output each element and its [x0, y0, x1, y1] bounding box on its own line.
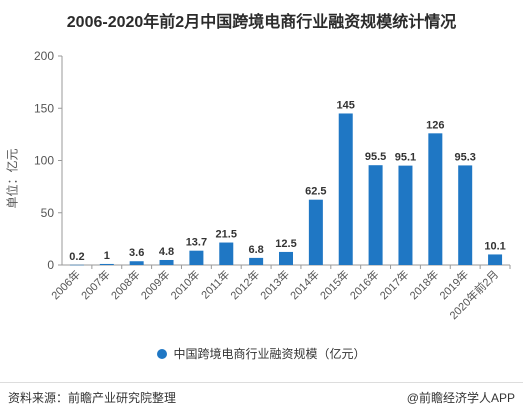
data-label: 3.6 [129, 247, 144, 259]
x-tick-label: 2012年 [227, 267, 262, 302]
x-tick-label: 2008年 [108, 267, 143, 302]
data-label: 1 [104, 250, 110, 262]
x-tick-label: 2011年 [198, 267, 232, 301]
data-label: 4.8 [159, 246, 174, 258]
bar [99, 263, 114, 265]
y-tick-label: 50 [41, 206, 55, 220]
x-tick-label: 2018年 [406, 267, 441, 302]
footer: 资料来源：前瞻产业研究院整理 @前瞻经济学人APP [0, 382, 523, 409]
x-tick-label: 2014年 [287, 267, 322, 302]
data-label: 0.2 [69, 251, 84, 263]
data-label: 21.5 [216, 229, 237, 241]
bar [129, 261, 144, 265]
data-label: 95.1 [395, 152, 416, 164]
bar [249, 257, 264, 265]
x-tick-label: 2017年 [377, 267, 412, 302]
x-tick-label: 2016年 [347, 267, 382, 302]
bar [279, 251, 293, 265]
chart-title: 2006-2020年前2月中国跨境电商行业融资规模统计情况 [66, 14, 457, 31]
x-tick-label: 2013年 [257, 267, 292, 302]
data-label: 95.5 [365, 151, 386, 163]
x-tick-label: 2015年 [317, 267, 352, 302]
x-tick-label: 2006年 [48, 267, 83, 302]
y-tick-label: 0 [47, 258, 54, 272]
data-label: 145 [337, 99, 355, 111]
bar [189, 250, 204, 265]
bar-chart: 0 50 100 150 200 0.2 2006年 1 2007年 3.6 2008年 4.8 200… [34, 49, 511, 322]
legend-label: 中国跨境电商行业融资规模（亿元） [173, 347, 366, 361]
legend-swatch [157, 349, 168, 359]
bar [308, 199, 323, 265]
data-label: 126 [426, 119, 444, 131]
bar [458, 165, 473, 265]
bar [338, 113, 353, 265]
source-note: 资料来源：前瞻产业研究院整理 [8, 391, 177, 405]
x-tick-label: 2010年 [168, 267, 203, 302]
y-tick-label: 200 [34, 49, 54, 63]
bar [159, 259, 174, 265]
brand-credit: @前瞻经济学人APP [406, 391, 515, 405]
bar [69, 264, 84, 266]
legend: 中国跨境电商行业融资规模（亿元） [0, 345, 523, 362]
data-label: 12.5 [275, 238, 296, 250]
x-tick-label: 2007年 [78, 267, 113, 302]
y-axis-label: 单位：亿元 [5, 148, 20, 209]
x-tick-label: 2009年 [138, 267, 173, 302]
data-label: 62.5 [305, 186, 326, 198]
data-label: 13.7 [186, 237, 207, 249]
bar [368, 165, 383, 265]
bar [219, 242, 234, 265]
y-tick-label: 100 [34, 154, 54, 168]
bar [428, 133, 443, 265]
y-tick-label: 150 [34, 101, 54, 115]
data-label: 10.1 [484, 240, 505, 252]
data-label: 95.3 [454, 151, 475, 163]
bar [398, 165, 413, 265]
data-label: 6.8 [248, 244, 263, 256]
x-tick-label: 2020年前2月 [446, 267, 501, 322]
bar [488, 254, 503, 265]
